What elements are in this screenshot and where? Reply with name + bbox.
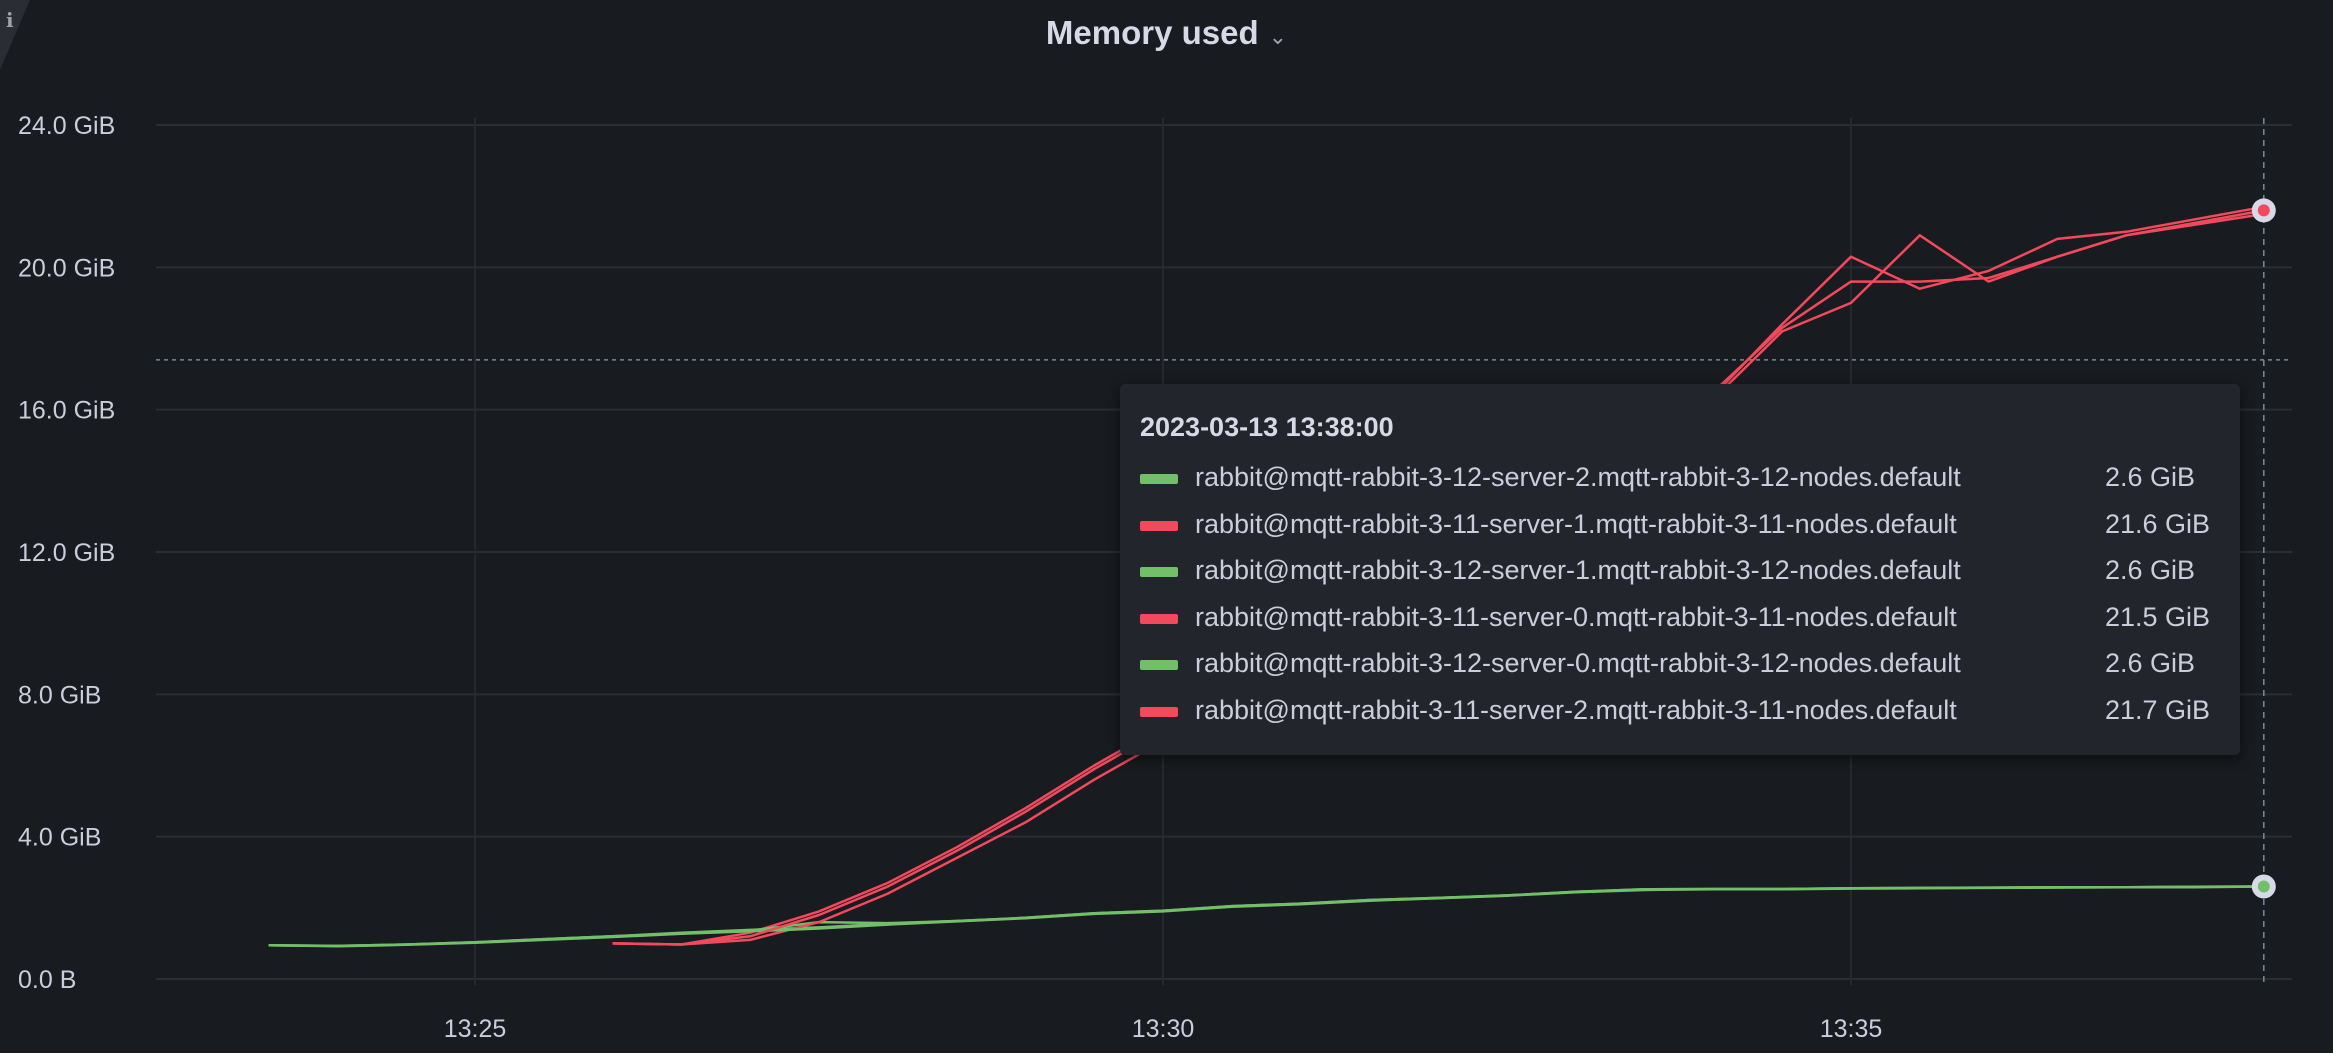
y-tick-label: 4.0 GiB <box>18 824 101 852</box>
panel-title-text: Memory used <box>1045 14 1259 51</box>
tooltip-series-value: 2.6 GiB <box>2105 555 2196 585</box>
tooltip-series-name: rabbit@mqtt-rabbit-3-12-server-0.mqtt-ra… <box>1195 648 1961 678</box>
tooltip-series-value: 21.6 GiB <box>2105 508 2211 539</box>
tooltip-series-value: 21.5 GiB <box>2105 601 2211 632</box>
tooltip-series-name: rabbit@mqtt-rabbit-3-11-server-0.mqtt-ra… <box>1195 601 1957 632</box>
tooltip-series-value: 2.6 GiB <box>2105 648 2196 678</box>
tooltip-series-name: rabbit@mqtt-rabbit-3-12-server-1.mqtt-ra… <box>1195 555 1961 585</box>
tooltip-series-value: 21.7 GiB <box>2105 694 2211 725</box>
series-line-2 <box>268 885 2264 948</box>
tooltip-row: rabbit@mqtt-rabbit-3-11-server-2.mqtt-ra… <box>1140 691 2230 731</box>
tooltip-row: rabbit@mqtt-rabbit-3-12-server-1.mqtt-ra… <box>1140 551 2230 591</box>
hover-point-dot-green <box>2257 880 2270 893</box>
series-line-4 <box>268 885 2264 948</box>
tooltip-series-name: rabbit@mqtt-rabbit-3-11-server-1.mqtt-ra… <box>1195 508 1957 539</box>
series-swatch <box>1140 706 1178 717</box>
series-swatch <box>1140 660 1178 670</box>
panel-title[interactable]: Memory used ⌄ <box>0 14 2333 52</box>
series-swatch <box>1140 613 1178 624</box>
y-tick-label: 0.0 B <box>18 966 76 994</box>
tooltip-series-value: 2.6 GiB <box>2105 462 2196 492</box>
x-tick-label: 13:30 <box>1132 1015 1195 1043</box>
tooltip-row: rabbit@mqtt-rabbit-3-11-server-1.mqtt-ra… <box>1140 505 2230 545</box>
y-tick-label: 8.0 GiB <box>18 681 101 709</box>
tooltip-series-name: rabbit@mqtt-rabbit-3-11-server-2.mqtt-ra… <box>1195 694 1957 725</box>
info-icon[interactable]: i <box>6 8 14 32</box>
series-swatch <box>1140 567 1178 577</box>
tooltip-time: 2023-03-13 13:38:00 <box>1140 412 1394 442</box>
y-tick-label: 20.0 GiB <box>18 254 115 282</box>
tooltip-series-name: rabbit@mqtt-rabbit-3-12-server-2.mqtt-ra… <box>1195 462 1961 492</box>
x-tick-label: 13:25 <box>444 1015 507 1043</box>
y-tick-label: 12.0 GiB <box>18 539 115 567</box>
hover-point-dot-red <box>2257 204 2270 217</box>
tooltip-row: rabbit@mqtt-rabbit-3-11-server-0.mqtt-ra… <box>1140 598 2230 638</box>
series-swatch <box>1140 474 1178 484</box>
x-tick-label: 13:35 <box>1820 1015 1883 1043</box>
tooltip-row: rabbit@mqtt-rabbit-3-12-server-2.mqtt-ra… <box>1140 458 2230 498</box>
y-tick-label: 16.0 GiB <box>18 397 115 425</box>
y-tick-label: 24.0 GiB <box>18 112 115 140</box>
info-corner[interactable] <box>0 0 30 70</box>
chevron-down-icon[interactable]: ⌄ <box>1268 24 1288 49</box>
chart-tooltip: 2023-03-13 13:38:00 rabbit@mqtt-rabbit-3… <box>1120 384 2240 755</box>
series-swatch <box>1140 520 1178 531</box>
tooltip-row: rabbit@mqtt-rabbit-3-12-server-0.mqtt-ra… <box>1140 644 2230 684</box>
